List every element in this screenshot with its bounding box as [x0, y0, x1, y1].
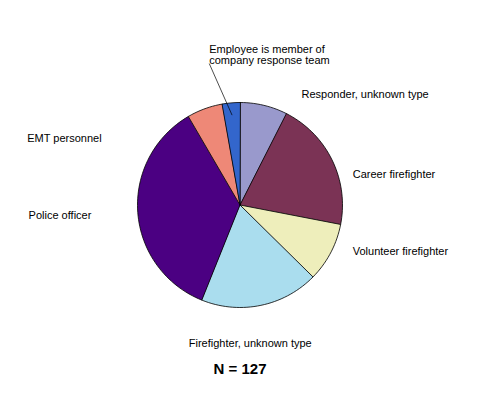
svg-text:EMT personnel: EMT personnel — [27, 132, 101, 144]
svg-text:N = 127: N = 127 — [214, 360, 267, 377]
svg-text:Firefighter, unknown type: Firefighter, unknown type — [189, 337, 312, 349]
svg-text:Responder, unknown type: Responder, unknown type — [302, 88, 429, 100]
svg-text:Career firefighter: Career firefighter — [353, 168, 436, 180]
svg-text:Volunteer firefighter: Volunteer firefighter — [353, 245, 449, 257]
svg-text:Employee is member ofcompany r: Employee is member ofcompany response te… — [209, 43, 329, 66]
svg-text:Police officer: Police officer — [29, 209, 92, 221]
